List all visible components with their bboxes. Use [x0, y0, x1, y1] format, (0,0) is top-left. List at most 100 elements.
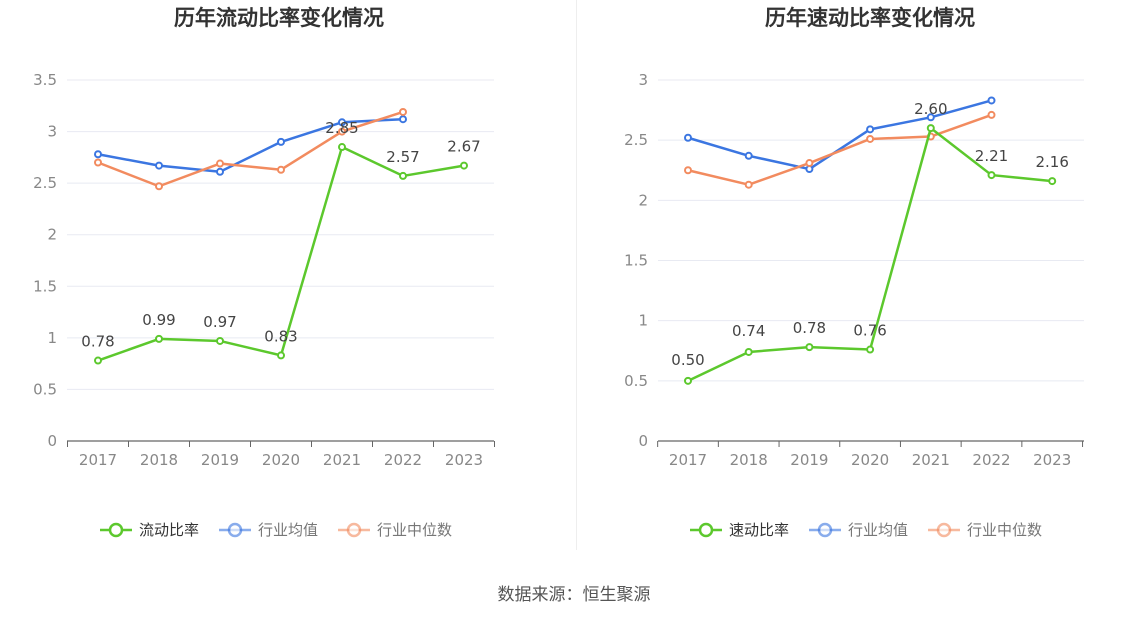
data-label: 2.21 — [975, 147, 1008, 165]
y-tick-label: 1 — [638, 312, 648, 330]
data-point — [216, 167, 224, 176]
legend-marker — [817, 522, 833, 538]
data-point — [399, 107, 407, 116]
chart-panel-1: 历年流动比率变化情况 0 0.5 1 1.5 2 2.5 3 3.5 2017 2018 2019 20… — [33, 6, 495, 539]
data-point — [216, 159, 224, 168]
data-point — [155, 182, 163, 191]
legend-label: 流动比率 — [139, 521, 199, 539]
data-point — [684, 376, 692, 385]
series-line-2 — [97, 117, 404, 174]
legend-label: 行业中位数 — [967, 521, 1042, 539]
data-point — [338, 118, 346, 127]
data-point — [866, 134, 875, 143]
data-point — [460, 161, 468, 170]
data-point — [216, 336, 224, 345]
x-tick-label: 2019 — [201, 451, 239, 469]
legend-marker — [108, 522, 124, 538]
data-label: 0.99 — [142, 311, 175, 329]
series-line-1 — [687, 126, 1053, 382]
data-point — [338, 143, 346, 152]
data-point — [1048, 177, 1057, 186]
y-tick-label: 0.5 — [624, 372, 648, 390]
chart-title: 历年流动比率变化情况 — [174, 6, 384, 30]
data-label: 0.83 — [264, 327, 297, 345]
data-label: 2.57 — [386, 148, 419, 166]
data-point — [866, 125, 875, 134]
legend-label: 行业均值 — [848, 521, 908, 539]
data-point — [744, 151, 753, 160]
data-point — [805, 343, 814, 352]
y-tick-label: 2.5 — [33, 174, 57, 192]
data-point — [155, 334, 163, 343]
y-tick-label: 0.5 — [33, 380, 57, 398]
data-label: 0.78 — [793, 319, 826, 337]
x-tick-label: 2022 — [972, 451, 1010, 469]
chart-title: 历年速动比率变化情况 — [765, 6, 975, 30]
data-label: 0.74 — [732, 322, 765, 340]
x-tick-label: 2022 — [384, 451, 422, 469]
data-point — [866, 345, 875, 354]
data-label: 2.85 — [325, 119, 358, 137]
x-tick-label: 2021 — [323, 451, 361, 469]
data-point — [805, 159, 814, 168]
y-tick-label: 2 — [47, 226, 57, 244]
x-tick-label: 2019 — [790, 451, 828, 469]
data-label: 0.78 — [81, 333, 114, 351]
data-source-note: 数据来源：恒生聚源 — [497, 585, 651, 605]
data-label: 2.16 — [1035, 153, 1068, 171]
x-tick-label: 2023 — [1033, 451, 1071, 469]
data-label: 0.97 — [203, 313, 236, 331]
y-tick-label: 2 — [638, 191, 648, 209]
data-point — [155, 161, 163, 170]
legend-label: 速动比率 — [729, 521, 789, 539]
x-tick-label: 2017 — [669, 451, 707, 469]
data-point — [399, 171, 407, 180]
x-tick-label: 2018 — [730, 451, 768, 469]
series-line-3 — [97, 110, 404, 188]
data-point — [338, 127, 346, 136]
y-tick-label: 1.5 — [33, 277, 57, 295]
data-point — [94, 356, 102, 365]
data-point — [684, 133, 692, 142]
y-tick-label: 0 — [47, 432, 57, 450]
legend-marker — [936, 522, 952, 538]
x-tick-label: 2020 — [262, 451, 300, 469]
data-point — [399, 115, 407, 124]
chart-panel-2: 历年速动比率变化情况 0 0.5 1 1.5 2 2.5 3 2017 2018 2019 2020 2… — [624, 6, 1084, 539]
series-line-2 — [687, 99, 992, 171]
series-line-3 — [687, 113, 992, 186]
x-tick-label: 2021 — [912, 451, 950, 469]
data-point — [94, 150, 102, 159]
data-label: 2.67 — [447, 138, 480, 156]
data-point — [94, 158, 102, 167]
data-point — [926, 124, 935, 133]
y-tick-label: 1 — [47, 329, 57, 347]
y-tick-label: 1.5 — [624, 252, 648, 270]
legend-label: 行业均值 — [258, 521, 318, 539]
data-point — [987, 110, 996, 119]
data-point — [987, 96, 996, 105]
legend-marker — [227, 522, 243, 538]
data-point — [744, 347, 753, 356]
data-point — [277, 137, 285, 146]
data-label: 0.50 — [671, 351, 704, 369]
y-tick-label: 3 — [47, 123, 57, 141]
y-tick-label: 3.5 — [33, 71, 57, 89]
x-tick-label: 2023 — [445, 451, 483, 469]
data-point — [744, 180, 753, 189]
legend-marker — [346, 522, 362, 538]
y-tick-label: 3 — [638, 71, 648, 89]
data-label: 2.60 — [914, 100, 947, 118]
legend-label: 行业中位数 — [377, 521, 452, 539]
data-label: 0.76 — [853, 322, 886, 340]
data-point — [277, 351, 285, 360]
data-point — [987, 171, 996, 180]
y-tick-label: 0 — [638, 432, 648, 450]
panel-divider — [576, 0, 577, 550]
x-tick-label: 2018 — [140, 451, 178, 469]
data-point — [926, 113, 935, 122]
y-tick-label: 2.5 — [624, 131, 648, 149]
data-point — [277, 165, 285, 174]
x-tick-label: 2017 — [79, 451, 117, 469]
